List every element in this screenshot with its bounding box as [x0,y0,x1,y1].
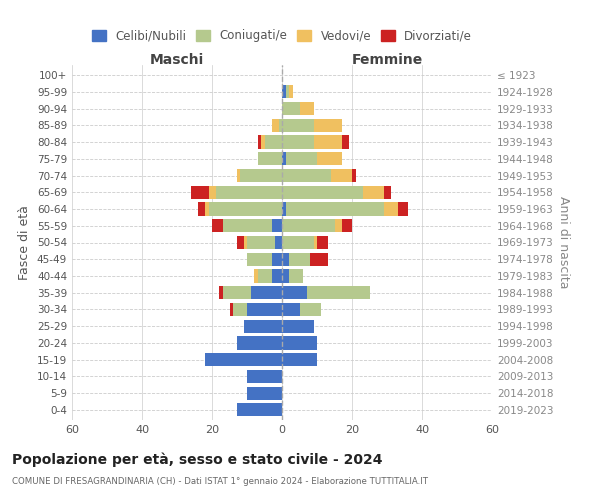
Bar [352,169,355,182]
Bar [331,169,352,182]
Bar [229,303,233,316]
Bar [282,152,286,166]
Bar [244,320,282,333]
Bar [209,202,282,215]
Bar [289,270,303,282]
Bar [236,169,240,182]
Bar [286,202,383,215]
Text: Femmine: Femmine [352,52,422,66]
Bar [215,186,282,199]
Bar [254,270,257,282]
Bar [317,236,328,249]
Bar [383,186,391,199]
Bar [299,303,320,316]
Bar [257,136,261,148]
Bar [282,236,314,249]
Bar [233,303,247,316]
Bar [223,286,251,300]
Bar [271,219,282,232]
Bar [314,136,341,148]
Bar [282,252,289,266]
Bar [278,119,282,132]
Text: Popolazione per età, sesso e stato civile - 2024: Popolazione per età, sesso e stato civil… [12,452,383,467]
Bar [286,86,289,98]
Bar [191,186,209,199]
Bar [244,236,247,249]
Bar [271,270,282,282]
Bar [289,86,293,98]
Bar [282,136,314,148]
Bar [219,286,223,300]
Bar [282,119,314,132]
Bar [383,202,398,215]
Bar [282,169,331,182]
Bar [286,152,317,166]
Bar [212,219,223,232]
Bar [282,336,317,349]
Bar [314,236,317,249]
Bar [205,202,209,215]
Bar [240,169,282,182]
Bar [282,86,286,98]
Bar [198,202,205,215]
Bar [271,252,282,266]
Bar [247,386,282,400]
Bar [307,286,370,300]
Text: COMUNE DI FRESAGRANDINARIA (CH) - Dati ISTAT 1° gennaio 2024 - Elaborazione TUTT: COMUNE DI FRESAGRANDINARIA (CH) - Dati I… [12,478,428,486]
Text: Maschi: Maschi [150,52,204,66]
Bar [282,353,317,366]
Bar [362,186,383,199]
Bar [317,152,341,166]
Y-axis label: Anni di nascita: Anni di nascita [557,196,570,289]
Bar [236,236,244,249]
Bar [282,303,299,316]
Bar [247,303,282,316]
Bar [271,119,278,132]
Bar [209,186,215,199]
Bar [265,136,282,148]
Bar [247,252,271,266]
Bar [247,370,282,383]
Bar [341,219,352,232]
Bar [282,286,307,300]
Bar [282,202,286,215]
Bar [310,252,328,266]
Bar [398,202,408,215]
Bar [261,136,265,148]
Bar [282,186,362,199]
Legend: Celibi/Nubili, Coniugati/e, Vedovi/e, Divorziati/e: Celibi/Nubili, Coniugati/e, Vedovi/e, Di… [87,25,477,47]
Bar [275,236,282,249]
Bar [251,286,282,300]
Bar [257,152,282,166]
Bar [335,219,341,232]
Bar [257,270,271,282]
Bar [341,136,349,148]
Bar [282,320,314,333]
Bar [205,353,282,366]
Bar [314,119,341,132]
Bar [299,102,314,115]
Bar [282,270,289,282]
Bar [282,219,335,232]
Bar [236,404,282,416]
Bar [236,336,282,349]
Bar [223,219,271,232]
Y-axis label: Fasce di età: Fasce di età [19,205,31,280]
Bar [289,252,310,266]
Bar [247,236,275,249]
Bar [282,102,299,115]
